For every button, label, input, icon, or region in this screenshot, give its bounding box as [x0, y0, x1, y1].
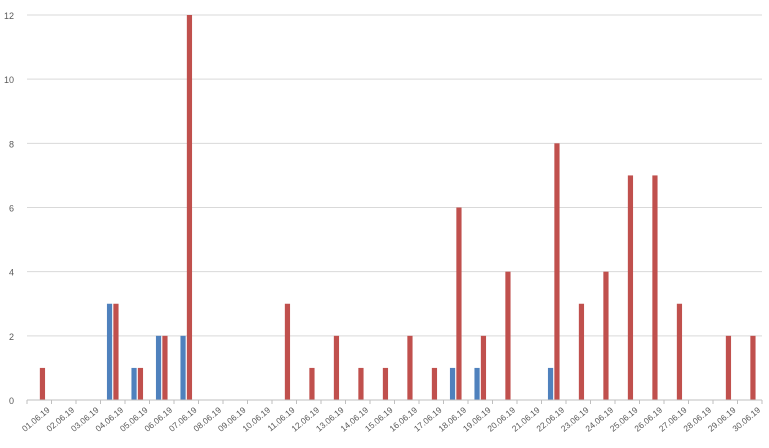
bar-series-2-01.06.19: [39, 367, 46, 400]
x-axis-tick-labels: 01.06.1902.06.1903.06.1904.06.1905.06.19…: [20, 405, 762, 434]
y-tick-label: 2: [9, 332, 14, 342]
bar-series-2-12.06.19: [309, 367, 315, 400]
bar-series-2-25.06.19: [627, 175, 634, 400]
y-tick-label: 10: [4, 75, 14, 85]
bar-series-2-13.06.19: [333, 335, 340, 400]
bar-series-2-19.06.19: [480, 335, 487, 400]
bar-series-2-06.06.19: [162, 335, 168, 400]
bar-series-1-19.06.19: [474, 367, 480, 400]
x-axis: [26, 399, 763, 404]
bar-series-1-04.06.19: [106, 303, 113, 400]
bar-series-2-05.06.19: [137, 367, 144, 400]
bar-series-2-29.06.19: [725, 335, 732, 400]
bar-series-2-27.06.19: [676, 303, 683, 400]
bar-series-1-22.06.19: [547, 367, 554, 400]
x-tick-label: 30.06.19: [730, 405, 762, 434]
y-tick-label: 6: [9, 204, 14, 214]
bar-series-2-07.06.19: [186, 15, 193, 400]
bar-series-2-24.06.19: [603, 271, 609, 400]
bar-series-2-14.06.19: [358, 367, 364, 400]
bar-series-2-17.06.19: [431, 367, 438, 400]
y-axis-tick-labels: 0 2 4 6 8 10 12: [4, 11, 14, 406]
bars: [39, 15, 756, 400]
bar-series-1-06.06.19: [155, 335, 162, 400]
y-tick-label: 8: [9, 139, 14, 149]
bar-series-2-20.06.19: [505, 271, 511, 400]
bar-series-2-04.06.19: [113, 303, 119, 400]
bar-series-2-22.06.19: [554, 143, 560, 400]
bar-series-2-23.06.19: [578, 303, 585, 400]
bar-series-2-26.06.19: [652, 175, 658, 400]
y-tick-label: 12: [4, 11, 14, 21]
bar-series-2-15.06.19: [382, 367, 389, 400]
bar-series-1-07.06.19: [180, 335, 186, 400]
y-tick-label: 4: [9, 268, 14, 278]
y-tick-label: 0: [9, 396, 14, 406]
bar-series-2-11.06.19: [284, 303, 291, 400]
bar-series-1-18.06.19: [449, 367, 456, 400]
bar-series-2-30.06.19: [750, 335, 756, 400]
bar-series-2-16.06.19: [407, 335, 413, 400]
bar-series-2-18.06.19: [456, 207, 462, 400]
gridlines: [27, 14, 762, 337]
bar-series-1-05.06.19: [131, 367, 137, 400]
